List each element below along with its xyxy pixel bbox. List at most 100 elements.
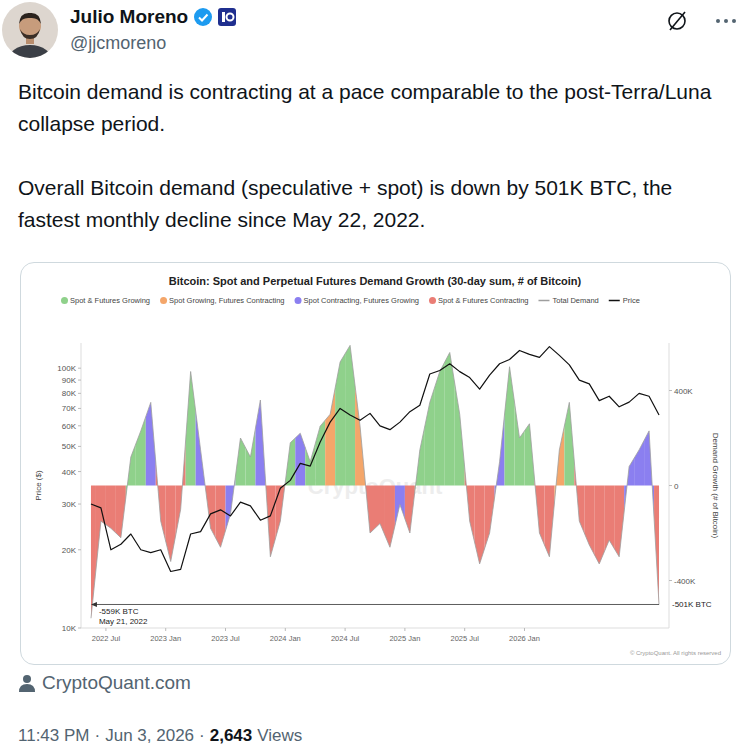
- y-axis-title: Price ($): [34, 470, 43, 501]
- legend-label: Total Demand: [552, 296, 598, 305]
- source-icon: [18, 674, 36, 692]
- y-tick-label: 10K: [62, 624, 77, 633]
- plot-area: [91, 345, 659, 618]
- y-tick-label: 40K: [62, 468, 77, 477]
- source-icon-head: [23, 675, 31, 683]
- avatar-image: [2, 2, 58, 58]
- x-tick: [524, 628, 525, 631]
- tweet-paragraph: Overall Bitcoin demand (speculative + sp…: [18, 172, 732, 236]
- y-tick-label: 30K: [62, 500, 77, 509]
- tweet-date: Jun 3, 2026: [105, 726, 194, 746]
- y-tick: [78, 549, 81, 550]
- x-axis-line: [81, 628, 669, 629]
- y-tick-label: 70K: [62, 404, 77, 413]
- annotation-label: May 21, 2022: [99, 617, 148, 626]
- y-tick: [78, 425, 81, 426]
- avatar-beard: [20, 29, 40, 39]
- y2-tick: [669, 580, 672, 581]
- chart: Bitcoin: Spot and Perpetual Futures Dema…: [21, 263, 730, 664]
- total-demand-line: [91, 345, 659, 618]
- y-tick-label: 90K: [62, 376, 77, 385]
- x-tick-label: 2022 Jul: [92, 634, 121, 643]
- more-dot[interactable]: [716, 19, 720, 23]
- demand-area: [335, 354, 345, 486]
- demand-area: [634, 440, 644, 485]
- demand-area: [136, 417, 146, 486]
- demand-area: [226, 476, 236, 531]
- demand-area: [455, 383, 465, 485]
- y2-tick-label: -400K: [674, 577, 696, 586]
- y-tick: [78, 504, 81, 505]
- source-link[interactable]: CryptoQuant.com: [18, 672, 191, 694]
- y2-tick: [669, 485, 672, 486]
- affiliate-mark-b: [227, 14, 234, 21]
- source-icon-body: [19, 684, 35, 692]
- tweet-views-label: Views: [257, 726, 302, 746]
- avatar-hair: [19, 13, 41, 24]
- y-tick: [78, 380, 81, 381]
- demand-area: [554, 426, 564, 503]
- y-tick-label: 20K: [62, 546, 77, 555]
- author-handle: @jjcmoreno: [70, 33, 166, 54]
- verified-badge: [193, 7, 213, 27]
- badge-circle: [194, 8, 212, 26]
- demand-area: [524, 424, 534, 486]
- legend-marker: [429, 297, 436, 304]
- y-tick: [78, 393, 81, 394]
- affiliate-badge: [218, 8, 236, 26]
- legend-label: Price: [623, 296, 640, 305]
- source-text: CryptoQuant.com: [42, 672, 191, 694]
- legend-label: Spot Growing, Futures Contracting: [169, 296, 284, 305]
- annotation-label: -501K BTC: [672, 600, 712, 609]
- more-dot[interactable]: [724, 19, 728, 23]
- annotation-arrow: [91, 602, 97, 607]
- demand-area: [295, 433, 305, 485]
- tweet-paragraph: Bitcoin demand is contracting at a pace …: [18, 76, 732, 140]
- more-dot[interactable]: [732, 19, 736, 23]
- annotation-line: [95, 604, 659, 605]
- legend-marker: [160, 297, 167, 304]
- affiliate-bg: [218, 8, 236, 26]
- x-tick: [345, 628, 346, 631]
- demand-area: [604, 486, 614, 553]
- price-line: [91, 347, 659, 572]
- demand-area: [176, 440, 186, 535]
- x-tick: [105, 628, 106, 631]
- tweet-meta: 11:43 PM·Jun 3, 2026·2,643Views: [18, 726, 302, 746]
- legend-label: Spot & Futures Contracting: [438, 296, 528, 305]
- x-tick-label: 2025 Jan: [389, 634, 420, 643]
- x-tick-label: 2026 Jan: [509, 634, 540, 643]
- x-tick: [404, 628, 405, 631]
- x-tick: [165, 628, 166, 631]
- x-tick-label: 2024 Jul: [331, 634, 360, 643]
- legend-marker: [609, 300, 620, 302]
- left-axis-line: [81, 343, 82, 628]
- demand-area: [216, 486, 226, 548]
- demand-area: [505, 367, 515, 486]
- x-tick-label: 2024 Jan: [270, 634, 301, 643]
- meta-separator: ·: [95, 726, 101, 746]
- demand-area: [126, 444, 136, 497]
- chart-title: Bitcoin: Spot and Perpetual Futures Dema…: [169, 275, 582, 287]
- grok-icon-ring: [669, 13, 685, 29]
- y-tick-label: 60K: [62, 422, 77, 431]
- x-tick-label: 2023 Jan: [150, 634, 181, 643]
- demand-area: [325, 388, 335, 485]
- y2-tick: [669, 390, 672, 391]
- legend-marker: [295, 297, 302, 304]
- demand-area: [206, 486, 216, 538]
- y-tick: [78, 408, 81, 409]
- demand-area: [534, 478, 544, 545]
- y2-tick-label: 400K: [674, 387, 693, 396]
- meta-separator: ·: [199, 726, 205, 746]
- y-tick-label: 100K: [57, 364, 76, 373]
- tweet-time: 11:43 PM: [18, 726, 90, 746]
- tweet-views: 2,643: [210, 726, 253, 746]
- demand-area: [186, 372, 196, 486]
- x-tick-label: 2023 Jul: [211, 634, 240, 643]
- name-row: Julio Moreno: [70, 4, 236, 30]
- demand-area: [614, 486, 624, 557]
- demand-area: [465, 468, 475, 543]
- x-tick-label: 2025 Jul: [451, 634, 480, 643]
- demand-area: [644, 431, 654, 518]
